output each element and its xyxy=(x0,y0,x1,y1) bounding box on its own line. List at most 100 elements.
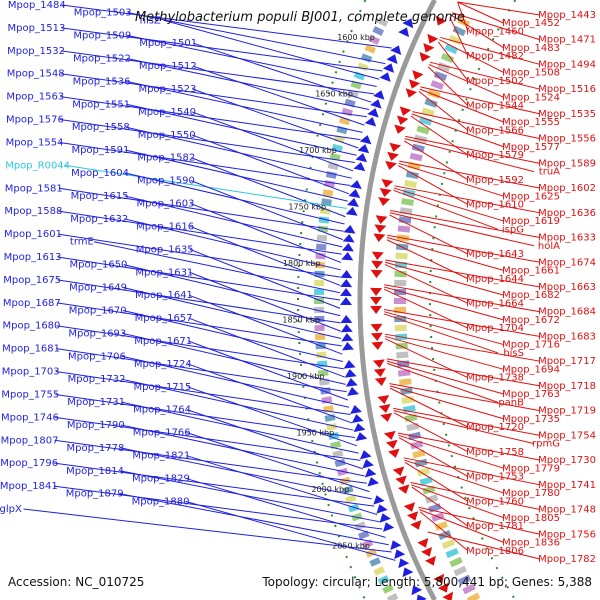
category-block xyxy=(394,279,407,287)
reverse-feature-arrow xyxy=(385,160,397,170)
gene-label-forward: Mpop_1693 xyxy=(68,328,126,339)
forward-feature-arrow xyxy=(345,378,358,387)
gene-label-forward: Mpop_1632 xyxy=(70,214,128,225)
gene-label-forward: Mpop_1641 xyxy=(135,290,193,301)
reverse-feature-arrow xyxy=(385,439,398,449)
gene-label-forward: Mpop_1613 xyxy=(4,252,62,263)
category-block xyxy=(342,485,354,495)
leader-line-reverse xyxy=(437,41,469,82)
reverse-feature-arrow xyxy=(374,377,387,386)
forward-feature-arrow xyxy=(351,414,364,424)
gene-label-reverse: Mpop_1672 xyxy=(502,315,560,326)
gene-label-reverse: Mpop_1636 xyxy=(538,208,596,219)
gene-label-reverse: Mpop_1806 xyxy=(466,546,524,557)
accession-text: Accession: NC_010725 xyxy=(8,575,145,589)
leader-line-reverse xyxy=(389,383,541,412)
gene-label-reverse: holA xyxy=(538,241,560,252)
gene-label-reverse: Mpop_1741 xyxy=(538,480,596,491)
leader-line-reverse xyxy=(419,509,505,543)
category-block xyxy=(360,53,373,63)
category-block xyxy=(457,574,472,586)
forward-feature-arrow xyxy=(340,324,353,333)
category-block xyxy=(449,556,463,568)
leader-line-forward xyxy=(185,500,396,561)
leader-line-forward xyxy=(54,439,367,484)
gene-label-reverse: Mpop_1756 xyxy=(538,529,596,540)
leader-line-reverse xyxy=(439,39,505,74)
reverse-feature-arrow xyxy=(412,70,424,80)
gene-label-forward: Mpop_1501 xyxy=(139,38,197,49)
gene-label-reverse: Mpop_1781 xyxy=(466,521,524,532)
category-block xyxy=(430,80,444,90)
leader-line-reverse xyxy=(385,259,541,288)
gene-label-reverse: Mpop_1720 xyxy=(466,422,524,433)
category-block xyxy=(314,333,326,341)
gene-label-reverse: Mpop_1805 xyxy=(502,513,560,524)
leader-line-reverse xyxy=(427,66,469,107)
leader-line-forward xyxy=(57,256,341,301)
leader-line-reverse xyxy=(427,531,541,560)
leader-line-reverse xyxy=(457,1,505,24)
forward-feature-arrow xyxy=(347,387,360,396)
gene-label-forward: Mpop_1675 xyxy=(3,275,61,286)
gene-label-layer: Mpop_1484 Mpop_1503 hisZ Mpop_1513 Mpop_1509… xyxy=(0,0,596,565)
gene-label-reverse: Mpop_1483 xyxy=(502,43,560,54)
leader-line-forward xyxy=(57,233,341,278)
leader-line-forward xyxy=(124,218,341,271)
category-block xyxy=(393,297,407,305)
category-block xyxy=(334,458,346,468)
category-block xyxy=(406,422,420,432)
category-block xyxy=(336,467,349,477)
gene-label-reverse: Mpop_1633 xyxy=(538,233,596,244)
gene-label-reverse: Mpop_1602 xyxy=(538,183,596,194)
category-block xyxy=(444,43,458,55)
gene-label-forward: Mpop_1616 xyxy=(136,221,194,232)
leader-line-forward xyxy=(53,485,383,530)
forward-feature-arrow xyxy=(370,99,382,109)
leader-line-reverse xyxy=(393,412,469,453)
reverse-feature-arrow xyxy=(388,448,400,458)
forward-feature-arrow xyxy=(353,423,366,433)
category-block xyxy=(368,35,380,45)
reverse-feature-arrow xyxy=(374,224,387,233)
reverse-feature-arrow xyxy=(370,305,383,314)
leader-line-forward xyxy=(54,462,375,507)
gene-label-reverse: Mpop_1579 xyxy=(466,150,524,161)
leader-line-reverse xyxy=(387,234,541,263)
gene-label-reverse: Mpop_1625 xyxy=(502,191,560,202)
reverse-feature-arrow xyxy=(442,591,454,600)
gene-label-reverse: Mpop_1779 xyxy=(502,463,560,474)
forward-feature-arrow xyxy=(382,63,395,73)
category-block xyxy=(434,521,448,531)
leader-line-forward xyxy=(187,386,357,447)
category-block xyxy=(410,440,424,450)
gene-label-reverse: Mpop_1664 xyxy=(466,298,524,309)
category-block xyxy=(466,592,481,600)
kbp-tick-label: 1950 kbp xyxy=(297,429,335,438)
leader-line-forward xyxy=(120,447,372,500)
forward-feature-arrow xyxy=(390,540,402,550)
gene-label-reverse: Mpop_1683 xyxy=(538,331,596,342)
category-block xyxy=(376,17,389,27)
leader-line-forward xyxy=(59,141,351,186)
leader-line-reverse xyxy=(404,459,505,494)
leader-line-forward xyxy=(191,111,354,172)
leader-line-reverse xyxy=(449,17,469,57)
forward-feature-arrow xyxy=(341,333,354,342)
leader-line-reverse xyxy=(393,189,499,230)
category-block xyxy=(345,494,357,504)
leader-line-reverse xyxy=(384,261,505,296)
leader-line-forward xyxy=(55,371,351,416)
gene-label-reverse: Mpop_1535 xyxy=(538,109,596,120)
kbp-tick-label: 1750 kbp xyxy=(288,203,326,212)
category-block xyxy=(316,234,328,242)
gene-label-reverse: Mpop_1502 xyxy=(466,76,524,87)
forward-feature-arrow xyxy=(348,189,361,198)
gene-label-reverse: Mpop_1471 xyxy=(538,35,596,46)
leader-line-reverse xyxy=(389,385,505,420)
category-block xyxy=(398,216,412,224)
leader-line-reverse xyxy=(398,165,469,206)
leader-line-reverse xyxy=(384,284,541,313)
leader-line-reverse xyxy=(397,432,541,461)
